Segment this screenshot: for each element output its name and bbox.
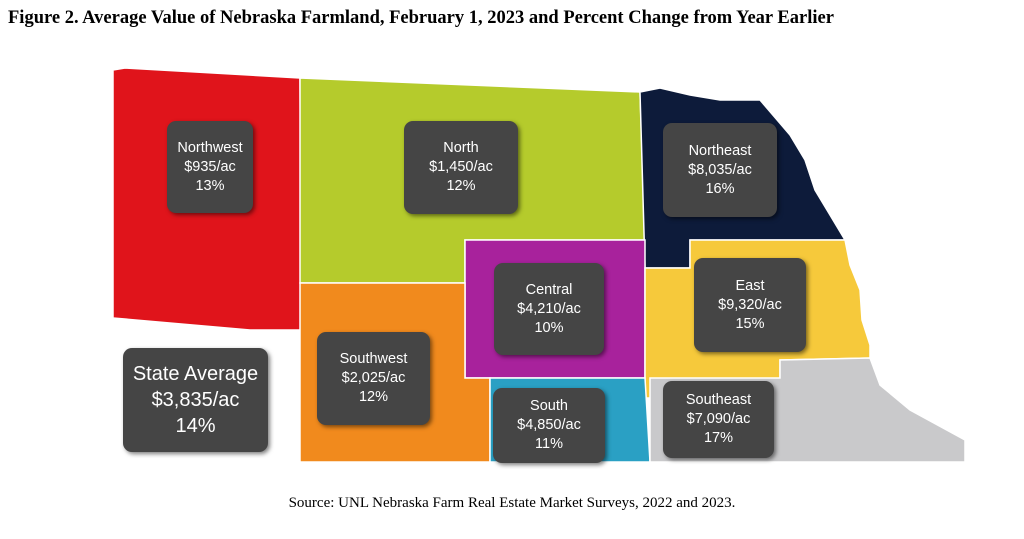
label-state-average: State Average $3,835/ac 14%: [123, 348, 268, 452]
region-name: Southeast: [685, 392, 752, 408]
state-average-value: $3,835/ac: [151, 389, 240, 411]
region-name: South: [530, 398, 568, 414]
label-northwest: Northwest $935/ac 13%: [167, 121, 253, 213]
region-name: East: [735, 277, 765, 294]
region-change: 16%: [705, 180, 735, 197]
label-southeast: Southeast $7,090/ac 17%: [663, 381, 774, 458]
region-change: 17%: [703, 430, 734, 446]
region-name: Southwest: [339, 351, 408, 367]
region-name: Northeast: [688, 142, 752, 159]
region-change: 10%: [534, 319, 564, 336]
state-average-change: 14%: [175, 415, 216, 437]
label-south: South $4,850/ac 11%: [493, 388, 605, 463]
region-value: $2,025/ac: [341, 370, 406, 386]
region-value: $7,090/ac: [686, 411, 751, 427]
label-northeast: Northeast $8,035/ac 16%: [663, 123, 777, 217]
label-east: East $9,320/ac 15%: [694, 258, 806, 352]
region-value: $4,210/ac: [517, 300, 581, 317]
region-name: Northwest: [177, 139, 243, 156]
region-change: 11%: [535, 436, 563, 452]
region-change: 12%: [358, 389, 389, 405]
label-central: Central $4,210/ac 10%: [494, 263, 604, 355]
figure-title: Figure 2. Average Value of Nebraska Farm…: [8, 8, 834, 28]
region-change: 13%: [195, 177, 225, 194]
region-value: $935/ac: [184, 158, 236, 175]
region-name: North: [443, 140, 479, 156]
source-note: Source: UNL Nebraska Farm Real Estate Ma…: [288, 495, 736, 511]
region-value: $1,450/ac: [429, 159, 493, 175]
state-average-name: State Average: [132, 363, 259, 385]
region-change: 12%: [446, 178, 476, 194]
region-change: 15%: [735, 315, 765, 332]
region-value: $4,850/ac: [517, 417, 581, 433]
label-southwest: Southwest $2,025/ac 12%: [317, 332, 430, 425]
region-value: $9,320/ac: [718, 296, 782, 313]
region-name: Central: [525, 281, 573, 298]
label-north: North $1,450/ac 12%: [404, 121, 518, 214]
region-value: $8,035/ac: [688, 161, 752, 178]
